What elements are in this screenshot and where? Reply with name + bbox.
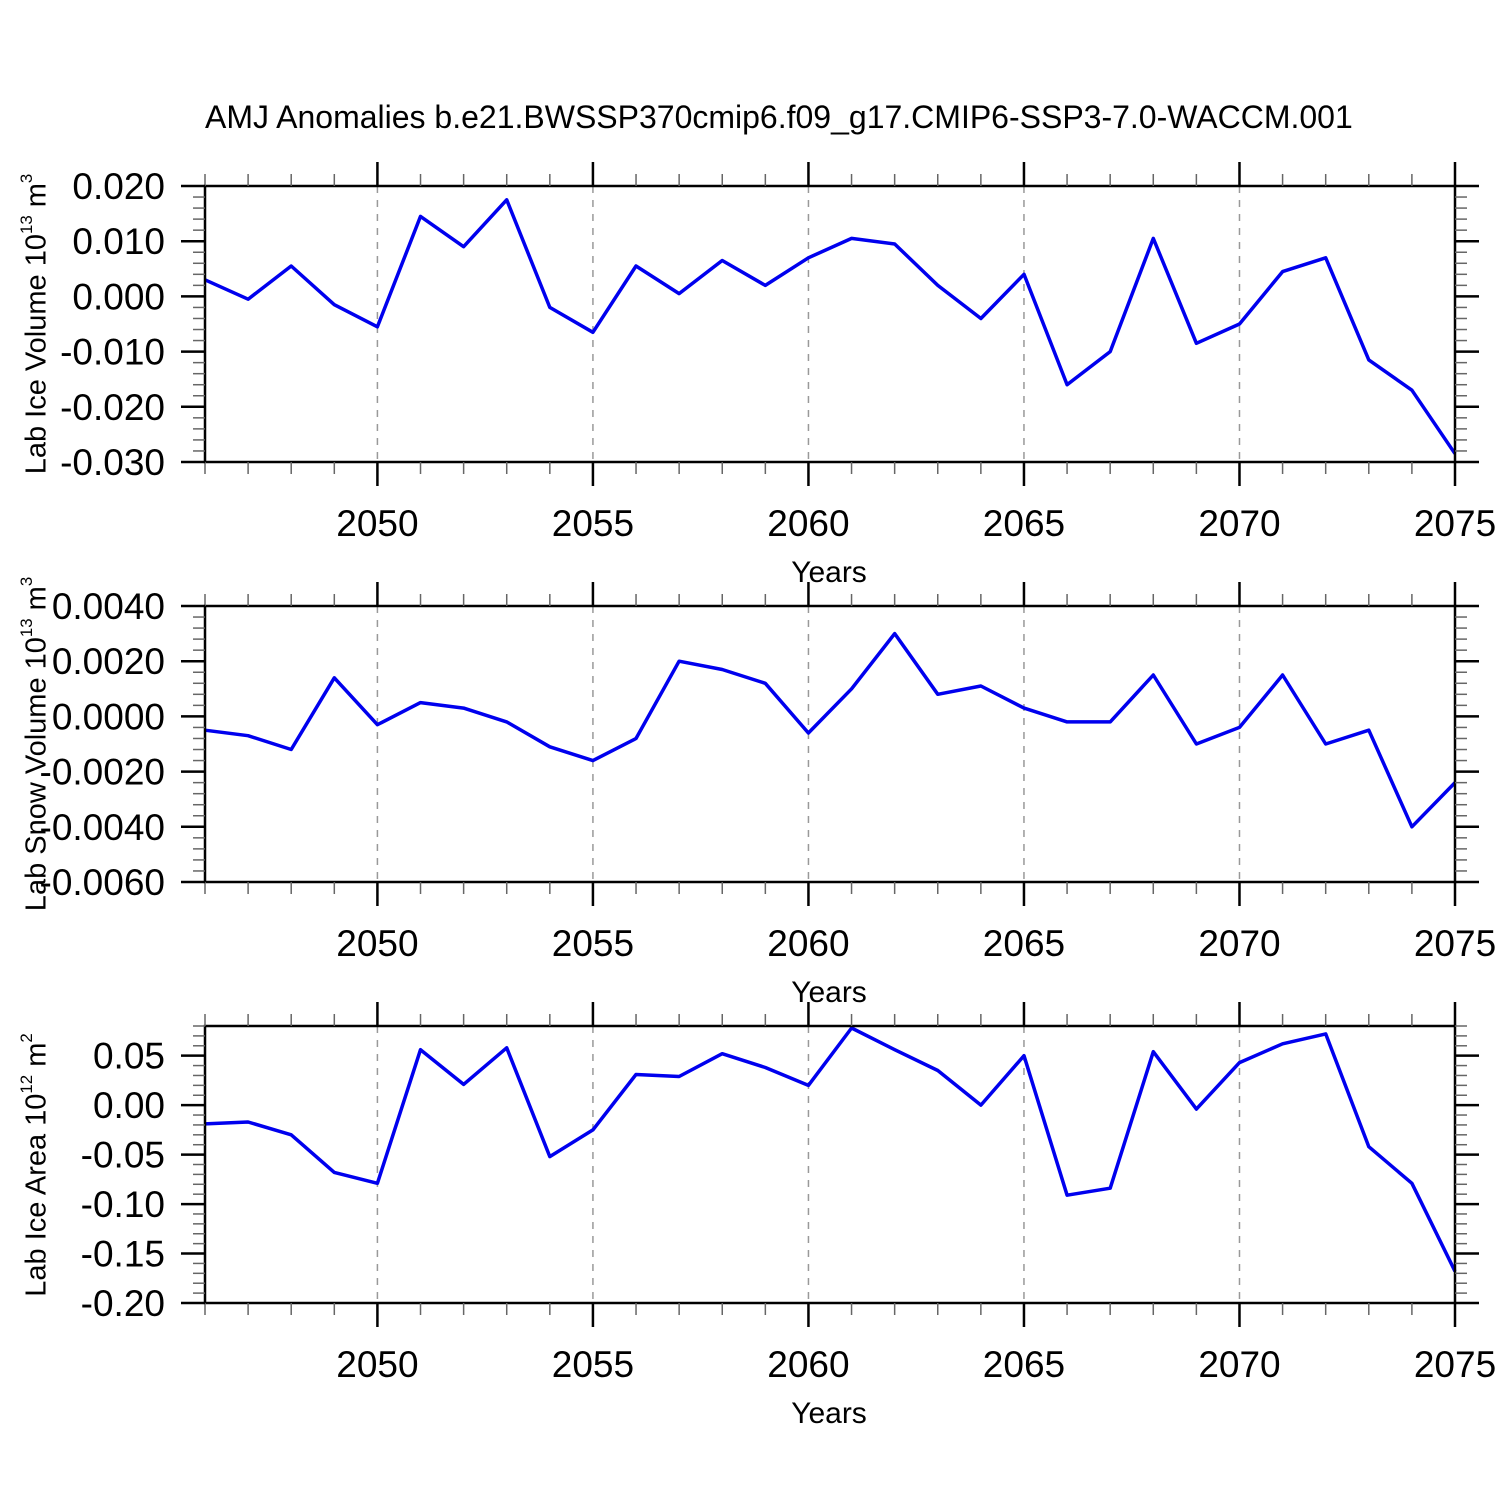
y-axis-label-unit-exponent: 3 [17, 576, 37, 587]
y-axis-label-unit-exponent: 3 [17, 173, 37, 184]
figure-title: AMJ Anomalies b.e21.BWSSP370cmip6.f09_g1… [205, 99, 1353, 135]
y-axis-label-exponent: 13 [17, 618, 37, 638]
y-tick-label: -0.0020 [40, 752, 166, 793]
axis-frame [203, 604, 1457, 884]
lab-snow-volume-series-line [204, 631, 1457, 829]
x-tick-label: 2055 [552, 923, 634, 964]
axis-frame [203, 184, 1457, 464]
y-tick-label: 0.000 [72, 276, 165, 317]
y-tick-label: -0.10 [81, 1184, 165, 1225]
x-axis-label-years-bottom: Years [791, 1397, 867, 1430]
y-axis-label-exponent: 13 [17, 215, 37, 235]
axis-frame [203, 1024, 1457, 1305]
x-tick-label: 2060 [767, 923, 849, 964]
x-tick-label: 2055 [552, 1344, 634, 1385]
x-tick-label: 2070 [1198, 923, 1280, 964]
y-tick-label: -0.030 [60, 442, 165, 483]
y-tick-label: -0.15 [81, 1234, 165, 1275]
x-tick-label: 2050 [336, 1344, 418, 1385]
x-tick-label: 2075 [1414, 1344, 1496, 1385]
lab-ice-volume-series-line [204, 198, 1457, 455]
x-tick-label: 2065 [983, 923, 1065, 964]
x-tick-label: 2050 [336, 923, 418, 964]
y-tick-label: 0.0000 [52, 696, 165, 737]
panel-lab-snow-volume: 2050 2055 2060 2065 2070 2075 -0.0060 -0.0040 -0… [40, 582, 1496, 964]
y-tick-label: 0.010 [72, 221, 165, 262]
y-tick-label: -0.020 [60, 387, 165, 428]
y-axis-label-unit: m [20, 586, 53, 619]
y-axis-label-unit: m [20, 1042, 53, 1075]
x-tick-label: 2070 [1198, 503, 1280, 544]
lab-ice-area-series-line [204, 1026, 1457, 1273]
y-tick-label: 0.05 [93, 1036, 165, 1077]
x-tick-label: 2065 [983, 503, 1065, 544]
x-tick-label: 2075 [1414, 503, 1496, 544]
y-axis-label-ice-area: Lab Ice Area 1012 m2 [9, 815, 53, 1500]
y-tick-label: 0.0020 [52, 641, 165, 682]
x-tick-label: 2055 [552, 503, 634, 544]
x-tick-label: 2050 [336, 503, 418, 544]
y-tick-label: -0.20 [81, 1283, 165, 1324]
panel-lab-ice-area: 2050 2055 2060 2065 2070 2075 -0.20 -0.15 -0.10 -… [81, 1002, 1496, 1385]
panel-lab-ice-volume: 2050 2055 2060 2065 2070 2075 -0.030 -0.020 -0.0… [60, 162, 1496, 544]
x-tick-label: 2060 [767, 1344, 849, 1385]
y-tick-label: -0.05 [81, 1135, 165, 1176]
y-axis-label-unit: m [20, 183, 53, 216]
y-tick-label: 0.00 [93, 1085, 165, 1126]
x-axis-label-years-top: Years [791, 556, 867, 589]
y-axis-label-unit-exponent: 2 [17, 1033, 37, 1043]
y-tick-label: -0.0040 [40, 807, 166, 848]
x-tick-label: 2075 [1414, 923, 1496, 964]
x-axis-label-years-middle: Years [791, 976, 867, 1009]
x-tick-label: 2065 [983, 1344, 1065, 1385]
y-tick-label: 0.020 [72, 166, 165, 207]
x-tick-label: 2070 [1198, 1344, 1280, 1385]
y-tick-label: -0.0060 [40, 862, 166, 903]
y-axis-label-text: Lab Ice Area 10 [20, 1093, 53, 1297]
y-axis-label-exponent: 12 [17, 1074, 37, 1094]
x-tick-label: 2060 [767, 503, 849, 544]
y-tick-label: 0.0040 [52, 586, 165, 627]
y-tick-label: -0.010 [60, 332, 165, 373]
